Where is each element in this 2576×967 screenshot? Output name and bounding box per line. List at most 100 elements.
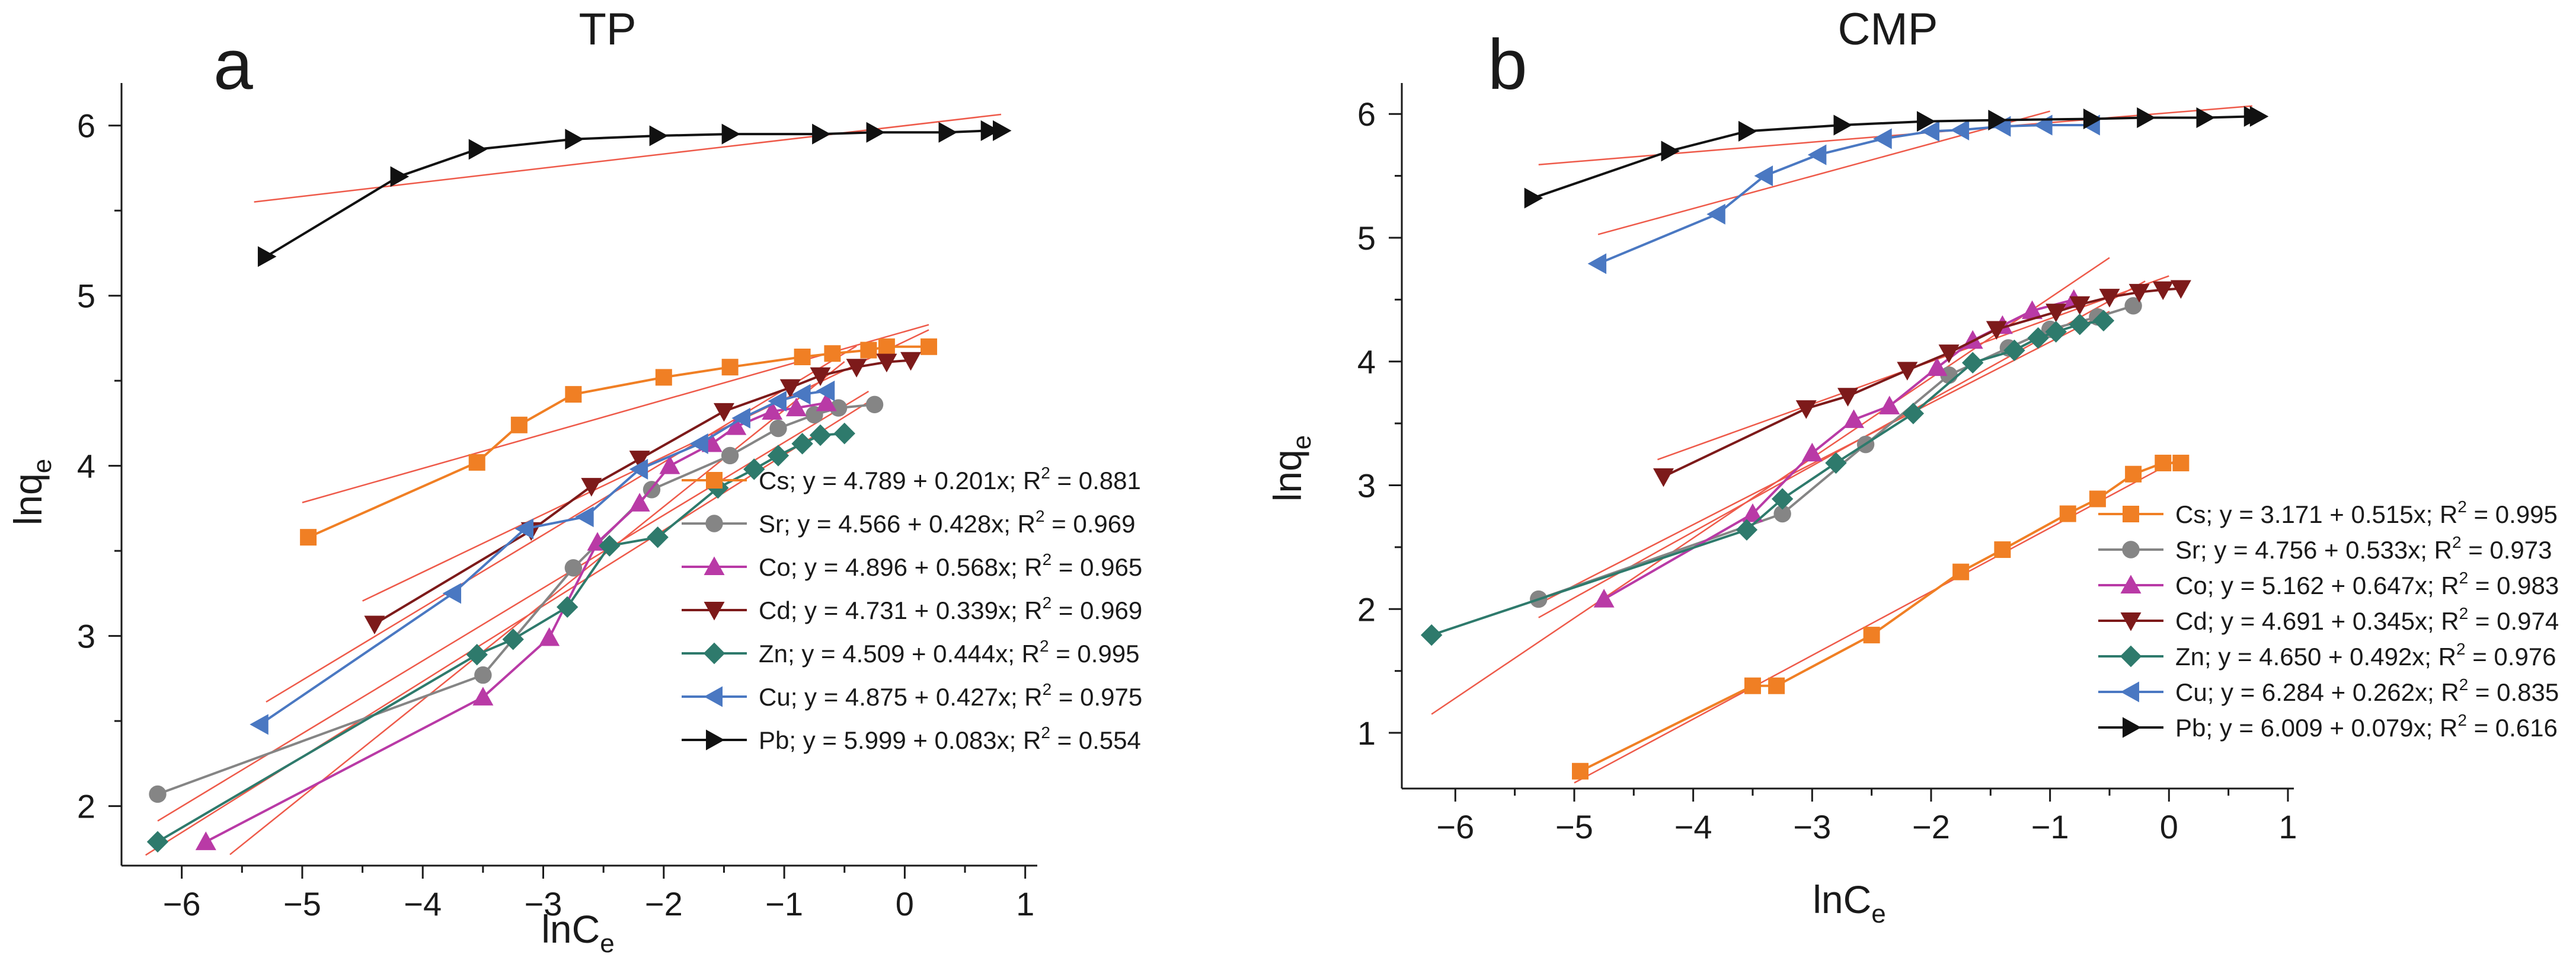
legend-marker-cs [706, 472, 723, 489]
y-axis-title-subscript: e [1287, 435, 1316, 449]
legend-entry-zn: Zn; y = 4.509 + 0.444x; R2 = 0.995 [759, 637, 1140, 668]
series-cs [300, 338, 938, 546]
legend-entry-value: = 0.983 [2468, 572, 2559, 599]
data-point-pb [2196, 107, 2215, 128]
x-tick-label: −4 [1674, 808, 1712, 845]
y-tick-label: 4 [77, 448, 95, 485]
legend-entry-value: = 0.881 [1050, 467, 1141, 494]
data-point-zn [2003, 339, 2025, 362]
legend-entry-cs: Cs; y = 3.171 + 0.515x; R2 = 0.995 [2175, 497, 2558, 528]
data-point-pb [2083, 108, 2102, 130]
fit-line-cu [1597, 110, 2050, 235]
y-axis-title-subscript: e [28, 459, 57, 473]
legend-entry-superscript: 2 [1041, 464, 1050, 482]
data-point-cd [1653, 468, 1674, 487]
data-point-pb [1661, 141, 1680, 162]
data-point-cs [300, 529, 317, 546]
data-point-cd [876, 353, 897, 373]
data-point-zn [502, 628, 524, 650]
data-point-cd [1837, 388, 1858, 407]
data-point-co [629, 493, 650, 512]
x-tick-label: −6 [163, 885, 201, 923]
data-point-cs [921, 338, 938, 355]
panel-letter: a [213, 25, 253, 104]
legend-marker-sr [705, 515, 723, 532]
data-point-cd [581, 478, 602, 497]
data-point-cd [629, 451, 650, 470]
series-pb [1524, 106, 2269, 209]
data-point-cu [816, 380, 835, 401]
legend-entry-text: Co; y = 5.162 + 0.647x; R [2175, 572, 2459, 599]
data-point-cs [1994, 541, 2011, 559]
legend-entry-pb: Pb; y = 6.009 + 0.079x; R2 = 0.616 [2175, 711, 2558, 742]
x-tick-label: −5 [283, 885, 321, 923]
data-point-zn [2045, 321, 2067, 343]
data-point-cu [575, 506, 594, 528]
data-point-cs [794, 349, 811, 365]
data-point-zn [2069, 313, 2091, 336]
data-point-zn [1825, 452, 1847, 474]
data-point-zn [466, 643, 488, 666]
data-point-sr [865, 395, 884, 414]
fit-line-cu [266, 345, 857, 703]
data-point-cd [2128, 283, 2150, 303]
y-axis-title-main: lnq [6, 473, 50, 525]
data-point-cs [565, 386, 582, 403]
legend-entry-text: Pb; y = 5.999 + 0.083x; R [759, 726, 1041, 754]
legend-entry-superscript: 2 [1040, 637, 1049, 655]
data-point-cd [2069, 296, 2091, 315]
data-point-cu [1587, 253, 1607, 275]
legend-entry-value: = 0.969 [1045, 510, 1136, 538]
data-point-cd [846, 359, 867, 378]
series-cu [1587, 114, 2100, 275]
x-axis-title-subscript: e [1871, 899, 1885, 928]
data-point-pb [1524, 187, 1543, 209]
chart-title: CMP [1838, 4, 1938, 55]
series-pb [257, 120, 1012, 267]
legend-entry-superscript: 2 [2456, 640, 2466, 658]
legend-entry-superscript: 2 [2459, 569, 2469, 587]
data-point-cu [1920, 120, 1939, 142]
data-point-pb [257, 246, 277, 267]
data-point-cs [2059, 505, 2076, 522]
legend-entry-text: Zn; y = 4.650 + 0.492x; R [2175, 643, 2456, 671]
legend-entry-superscript: 2 [2457, 497, 2467, 516]
data-point-zn [1420, 624, 1443, 646]
legend-entry-value: = 0.835 [2468, 678, 2559, 706]
legend-entry-text: Sr; y = 4.566 + 0.428x; R [759, 510, 1035, 538]
legend-entry-value: = 0.975 [1052, 683, 1142, 711]
data-point-co [785, 397, 807, 417]
x-axis-title-main: lnC [1813, 877, 1871, 921]
x-tick-label: −2 [1912, 808, 1950, 845]
y-tick-label: 2 [77, 788, 95, 825]
x-tick-label: −3 [1793, 808, 1831, 845]
data-point-cd [2170, 280, 2191, 299]
data-point-cu [442, 583, 462, 604]
y-axis-title: lnqe [1265, 435, 1316, 502]
legend-entry-superscript: 2 [1043, 593, 1052, 612]
legend-entry-text: Zn; y = 4.509 + 0.444x; R [759, 640, 1040, 668]
data-point-sr [2124, 297, 2142, 315]
legend-marker-pb [706, 729, 725, 751]
legend-entry-value: = 0.995 [2467, 500, 2558, 528]
legend-entry-superscript: 2 [1041, 723, 1050, 742]
series-sr [149, 395, 884, 803]
data-point-cs [468, 454, 485, 471]
chart-title: TP [579, 4, 636, 55]
data-point-cd [1986, 321, 2007, 340]
x-tick-label: 0 [2160, 808, 2178, 845]
x-axis-title: lnCe [541, 907, 615, 958]
x-axis-title-main: lnC [541, 907, 600, 951]
data-point-sr [769, 419, 787, 438]
legend-marker-cu [704, 686, 723, 707]
x-tick-label: −5 [1555, 808, 1593, 845]
y-tick-label: 3 [1357, 467, 1376, 505]
legend-entry-pb: Pb; y = 5.999 + 0.083x; R2 = 0.554 [759, 723, 1141, 754]
legend-entry-text: Cd; y = 4.691 + 0.345x; R [2175, 607, 2459, 635]
data-point-cs [1744, 677, 1761, 694]
data-point-pb [468, 139, 488, 160]
data-point-co [2022, 300, 2043, 320]
data-point-cd [1795, 400, 1817, 419]
